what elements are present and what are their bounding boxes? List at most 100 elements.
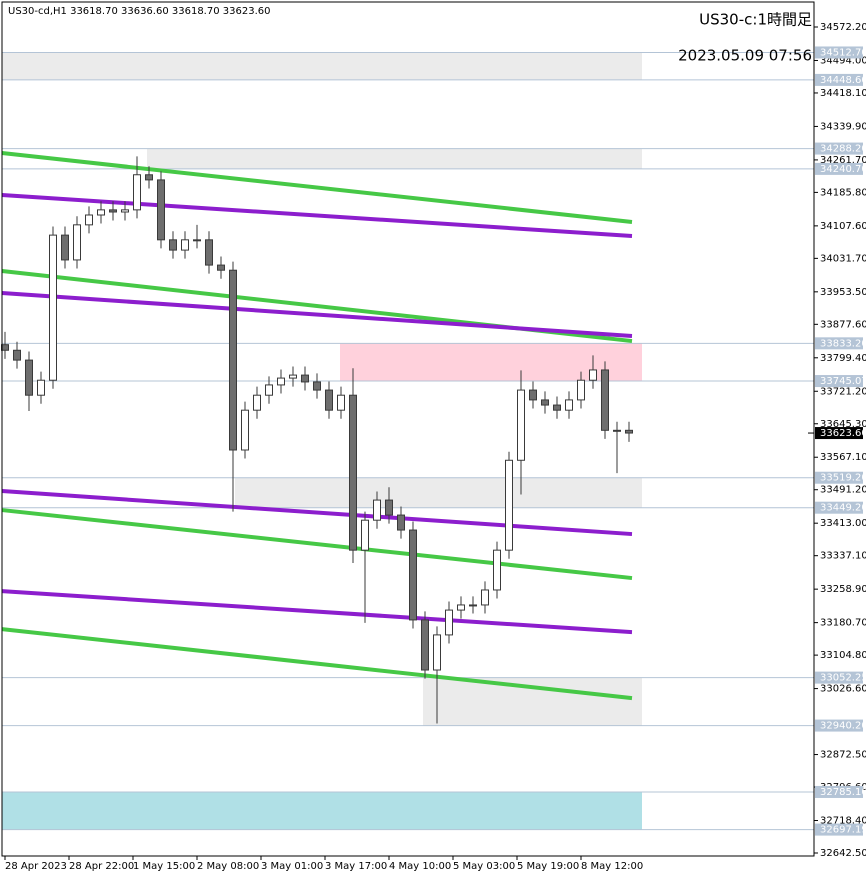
zone	[235, 477, 642, 508]
y-tick-label: 34185.80	[820, 187, 866, 198]
candle-body	[217, 264, 225, 271]
level-label: 34448.60	[820, 75, 866, 86]
candle-body	[157, 179, 165, 241]
level-label: 33745.07	[820, 376, 866, 387]
candle-body	[85, 214, 93, 226]
level-label-box	[815, 471, 863, 484]
candle-body	[445, 609, 453, 636]
level-label-box	[815, 162, 863, 175]
level-label: 34288.20	[820, 144, 866, 155]
level-label-box	[815, 427, 863, 440]
y-tick-label: 34031.70	[820, 253, 866, 264]
candle-body	[61, 234, 69, 261]
level-label-box	[815, 46, 863, 59]
level-label-box	[815, 73, 863, 86]
y-tick-label: 33721.20	[820, 386, 866, 397]
candle-body	[337, 394, 345, 411]
level-label-box	[815, 719, 863, 732]
level-label-box	[815, 501, 863, 514]
level-label-box	[815, 142, 863, 155]
candle-body	[409, 529, 417, 621]
level-label: 33519.20	[820, 473, 866, 484]
y-tick-label: 34339.90	[820, 121, 866, 132]
trend-line	[1, 291, 633, 339]
candle-body	[37, 379, 45, 396]
x-tick-label: 28 Apr 2023	[5, 861, 67, 872]
plot-frame	[1, 1, 815, 857]
x-tick-label: 4 May 10:00	[389, 861, 451, 872]
trend-line	[1, 589, 633, 635]
y-tick-label: 34494.00	[820, 55, 866, 66]
y-tick-label: 33258.90	[820, 584, 866, 595]
y-tick-label: 33026.60	[820, 684, 866, 695]
zone	[2, 791, 642, 830]
candle-body	[169, 239, 177, 251]
level-label: 33623.60	[820, 428, 866, 439]
trend-line	[1, 151, 633, 225]
y-tick-label: 32872.50	[820, 750, 866, 761]
candle-body	[553, 404, 561, 411]
y-tick-label: 33645.30	[820, 419, 866, 430]
level-label: 34512.70	[820, 47, 866, 58]
candle-body	[241, 409, 249, 451]
candle-body	[229, 269, 237, 451]
candle-body	[49, 234, 57, 381]
candle-body	[133, 174, 141, 211]
trend-line	[1, 193, 633, 239]
candle-body	[181, 239, 189, 251]
y-tick-label: 33413.00	[820, 518, 866, 529]
candle-body	[481, 589, 489, 606]
candle-body	[541, 399, 549, 406]
zone	[2, 52, 642, 80]
candle-body	[301, 374, 309, 383]
candle-body	[97, 209, 105, 216]
level-label-box	[815, 671, 863, 684]
y-tick-label: 32642.50	[820, 848, 866, 859]
y-tick-label: 34572.20	[820, 22, 866, 33]
chart-subtitle: 2023.05.09 07:56	[678, 47, 812, 65]
y-tick-label: 33104.80	[820, 650, 866, 661]
candle-body	[109, 209, 117, 213]
chart-title: US30-c:1時間足	[699, 11, 812, 29]
candle-body	[493, 549, 501, 591]
candle-body	[145, 174, 153, 181]
level-label: 32940.20	[820, 721, 866, 732]
trend-line	[1, 508, 633, 581]
y-tick-label: 32718.40	[820, 816, 866, 827]
candle-body	[313, 381, 321, 391]
candle-body	[613, 429, 621, 432]
candle-body	[517, 389, 525, 461]
y-tick-label: 34107.60	[820, 221, 866, 232]
y-tick-label: 34261.70	[820, 155, 866, 166]
y-tick-label: 33877.60	[820, 319, 866, 330]
candle-body	[625, 429, 633, 434]
level-label: 33449.20	[820, 503, 866, 514]
candle-body	[361, 519, 369, 551]
candle-body	[73, 224, 81, 261]
x-tick-label: 5 May 19:00	[517, 861, 579, 872]
candle-body	[385, 499, 393, 516]
candle-body	[565, 399, 573, 411]
y-tick-label: 33180.70	[820, 618, 866, 629]
level-label: 32785.10	[820, 787, 866, 798]
candle-body	[205, 239, 213, 266]
y-tick-label: 33567.10	[820, 452, 866, 463]
x-tick-label: 1 May 15:00	[133, 861, 195, 872]
zone	[147, 148, 642, 169]
candle-body	[265, 384, 273, 396]
candle-body	[505, 459, 513, 551]
header: US30-cd,H1 33618.70 33636.60 33618.70 33…	[8, 6, 270, 17]
y-tick-label: 34418.10	[820, 88, 866, 99]
y-tick-label: 33953.50	[820, 287, 866, 298]
candle-body	[577, 379, 585, 401]
level-label-box	[815, 785, 863, 798]
candle-body	[277, 377, 285, 386]
candle-body	[433, 634, 441, 671]
trend-line	[1, 489, 633, 537]
candle-body	[469, 604, 477, 607]
candle-body	[349, 394, 357, 551]
x-tick-label: 3 May 01:00	[261, 861, 323, 872]
x-tick-label: 28 Apr 22:00	[69, 861, 134, 872]
candle-body	[25, 359, 33, 396]
candle-body	[1, 344, 9, 351]
